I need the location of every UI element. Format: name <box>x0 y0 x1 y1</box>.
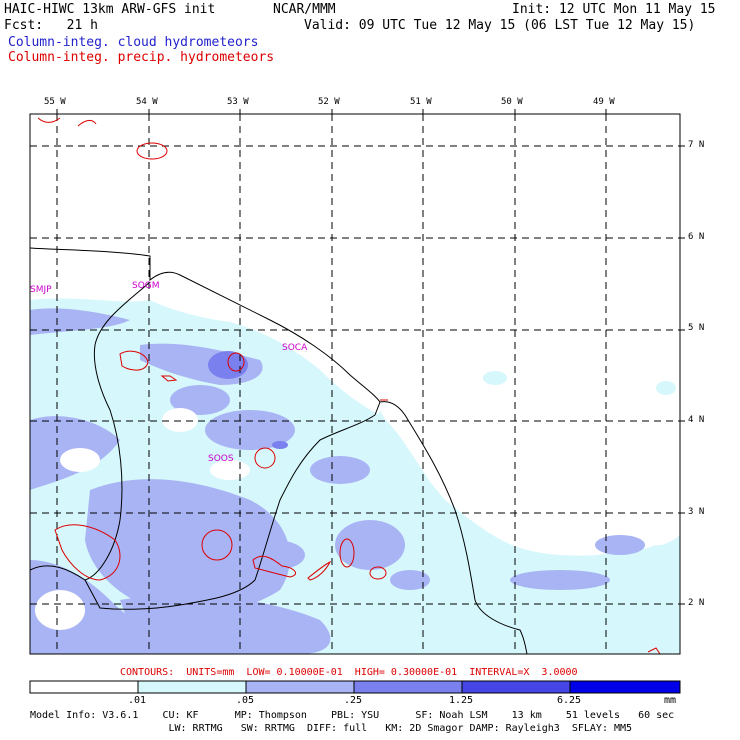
colorbar-label: .25 <box>344 695 363 706</box>
lon-label: 51 W <box>410 97 432 107</box>
map-frame <box>29 113 681 655</box>
lon-label: 54 W <box>136 97 158 107</box>
coastline <box>30 247 528 654</box>
init-time: Init: 12 UTC Mon 11 May 15 <box>512 2 716 17</box>
colorbar-label: .05 <box>236 695 255 706</box>
lat-label: 4 N <box>688 415 705 425</box>
lat-label: 5 N <box>688 323 705 333</box>
colorbar-label: .01 <box>128 695 147 706</box>
lat-label: 3 N <box>688 507 705 517</box>
lat-lon-grid <box>30 114 680 654</box>
lon-label: 55 W <box>44 97 66 107</box>
field1-title: Column-integ. cloud hydrometeors <box>8 35 259 50</box>
lon-label: 49 W <box>593 97 615 107</box>
model-info: Model Info: V3.6.1 CU: KF MP: Thompson P… <box>30 710 675 721</box>
organization: NCAR/MMM <box>273 2 336 17</box>
colorbar-label: 6.25 <box>557 695 582 706</box>
precip-contours <box>37 117 661 654</box>
station-label: SMJP <box>30 285 52 295</box>
station-label: SOGM <box>132 281 160 291</box>
station-label: SOOS <box>208 454 234 464</box>
lat-label: 2 N <box>688 598 705 608</box>
lat-label: 7 N <box>688 140 705 150</box>
field2-title: Column-integ. precip. hydrometeors <box>8 50 275 65</box>
station-label: SOCA <box>282 343 308 353</box>
valid-time: Valid: 09 UTC Tue 12 May 15 (06 LST Tue … <box>304 18 696 33</box>
colorbar-label: 1.25 <box>449 695 474 706</box>
model-title: HAIC-HIWC 13km ARW-GFS init <box>4 2 216 17</box>
lon-label: 50 W <box>501 97 523 107</box>
lon-label: 52 W <box>318 97 340 107</box>
model-info-physics: LW: RRTMG SW: RRTMG DIFF: full KM: 2D Sm… <box>30 723 633 734</box>
lat-label: 6 N <box>688 232 705 242</box>
forecast-hour: Fcst: 21 h <box>4 18 98 33</box>
contour-info: CONTOURS: UNITS=mm LOW= 0.10000E-01 HIGH… <box>120 667 578 678</box>
lon-label: 53 W <box>227 97 249 107</box>
colorbar-unit: mm <box>664 695 677 706</box>
